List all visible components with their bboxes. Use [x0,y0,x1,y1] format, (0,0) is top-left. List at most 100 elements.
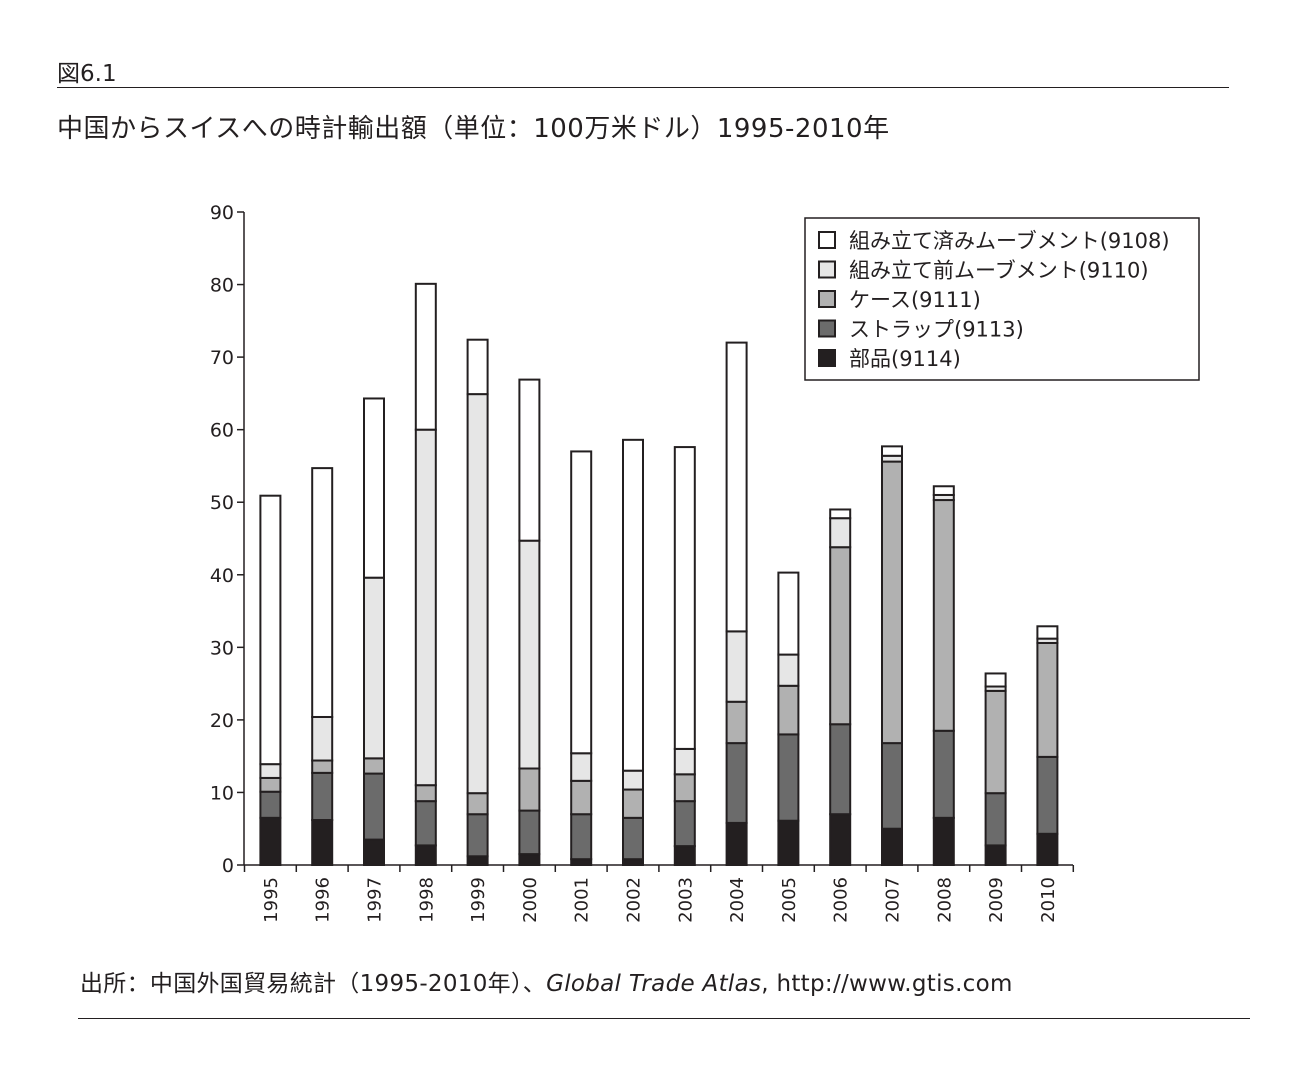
bar-segment-9108 [932,485,955,496]
bottom-rule [78,1018,1250,1019]
y-tick-label: 0 [222,855,234,877]
legend-label-9111: ケース(9111) [849,288,981,312]
y-tick-label: 20 [210,710,234,732]
x-tick-label: 2010 [1038,877,1059,923]
x-tick-label: 1999 [468,877,489,923]
bar-segment-9110 [570,752,593,782]
bar-segment-9108 [414,282,437,431]
x-tick-label: 2009 [986,877,1007,923]
bar-segment-9113 [259,790,282,819]
bar-segment-9108 [725,341,748,633]
legend-swatch-9111 [818,290,836,308]
source-prefix: 出所：中国外国貿易統計（1995-2010年）、 [80,971,547,997]
bar-segment-9111 [829,546,852,726]
legend-label-9114: 部品(9114) [849,347,961,371]
figure-label: 図6.1 [57,61,117,87]
x-tick-label: 2000 [520,877,541,923]
legend-swatch-9113 [818,319,836,338]
bar-segment-9108 [673,446,696,750]
y-tick-label: 30 [210,637,234,659]
bar-segment-9108 [518,378,541,542]
bar-segment-9110 [363,576,385,760]
x-tick-label: 2006 [831,877,852,923]
bar-segment-9113 [777,733,800,822]
legend-swatch-9108 [818,231,836,249]
bar-segment-9110 [518,539,541,770]
y-tick-label: 10 [210,782,234,804]
bar-segment-9111 [414,784,437,803]
y-tick-label: 40 [210,565,234,587]
bar-segment-9110 [311,715,334,762]
y-tick-label: 80 [210,275,234,297]
source-suffix: , http://www.gtis.com [761,971,1013,997]
bar-segment-9110 [414,428,437,787]
bar-segment-9110 [466,393,489,795]
bar-segment-9113 [829,723,852,816]
y-tick-label: 60 [210,420,234,442]
bar-segment-9110 [777,653,800,687]
bar-segment-9111 [311,759,334,774]
bar-segment-9113 [1036,755,1059,835]
x-tick-label: 1995 [261,877,282,923]
bar-segment-9113 [881,742,903,830]
bar-segment-9113 [570,813,593,861]
bar-segment-9111 [363,757,385,775]
bar-segment-9111 [984,689,1007,795]
bar-segment-9114 [829,813,852,867]
bar-segment-9114 [259,816,282,866]
legend-swatch-9114 [818,349,836,367]
bar-segment-9113 [984,792,1007,847]
bar-segment-9108 [466,338,489,396]
bar-segment-9108 [1036,625,1059,640]
bar-segment-9113 [932,729,955,819]
legend-label-9110: 組み立て前ムーブメント(9110) [849,259,1149,283]
bar-segment-9114 [673,845,696,867]
x-tick-label: 2005 [779,877,800,923]
bar-segment-9114 [518,853,541,866]
bar-segment-9114 [363,838,385,866]
bar-segment-9114 [311,819,334,867]
figure-title: 中国からスイスへの時計輸出額（単位：100万米ドル）1995-2010年 [57,114,890,144]
bar-segment-9108 [881,445,903,457]
bar-segment-9111 [466,792,489,816]
bar-segment-9108 [259,494,282,766]
legend-label-9113: ストラップ(9113) [849,318,1024,342]
bar-segment-9113 [518,809,541,856]
x-tick-label: 1996 [313,877,334,923]
x-tick-label: 2003 [675,877,696,923]
bar-segment-9110 [829,517,852,549]
bar-segment-9114 [466,855,489,867]
bar-segment-9113 [622,816,644,861]
bar-segment-9111 [932,499,955,732]
x-tick-label: 2002 [624,877,645,923]
bar-segment-9110 [259,763,282,779]
bar-segment-9111 [725,700,748,745]
bar-segment-9114 [725,821,748,867]
bar-segment-9111 [1036,641,1059,758]
x-tick-label: 1998 [416,877,437,923]
source-note: 出所：中国外国貿易統計（1995-2010年）、Global Trade Atl… [80,964,1013,998]
bar-segment-9111 [673,773,696,803]
bar-segment-9108 [570,450,593,755]
x-tick-label: 2004 [727,877,748,923]
bar-segment-9114 [881,827,903,867]
y-tick-label: 50 [210,492,234,514]
bar-segment-9108 [984,672,1007,688]
y-tick-label: 70 [210,347,234,369]
x-tick-label: 2007 [883,877,904,923]
legend-label-9108: 組み立て済みムーブメント(9108) [849,229,1170,253]
bar-segment-9114 [932,816,955,866]
bar-segment-9108 [622,438,644,772]
top-rule [57,87,1229,88]
bar-segment-9111 [622,788,644,819]
bar-segment-9108 [829,508,852,520]
bar-segment-9113 [311,771,334,822]
bar-segment-9113 [466,813,489,858]
bar-segment-9110 [673,747,696,776]
bar-segment-9108 [311,467,334,718]
bar-segment-9111 [518,767,541,812]
y-tick-label: 90 [210,202,234,224]
bar-segment-9111 [259,776,282,793]
bar-segment-9114 [984,844,1007,866]
